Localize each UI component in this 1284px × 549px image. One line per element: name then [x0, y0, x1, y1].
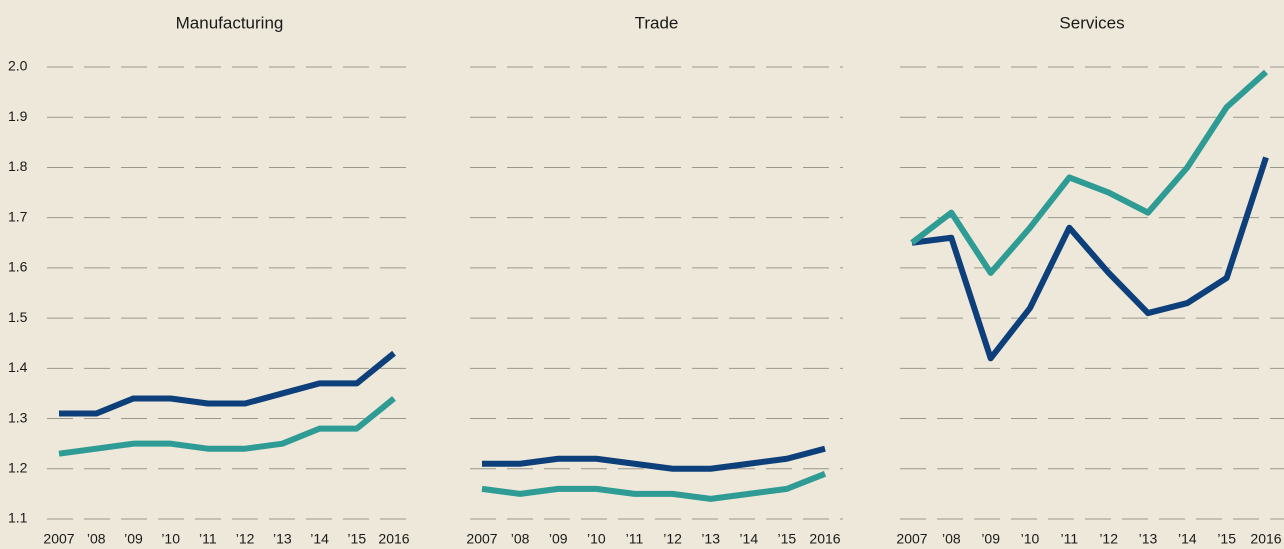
x-tick-label: 2016: [1250, 531, 1281, 547]
line: [910, 69, 1268, 276]
y-tick-label: 1.3: [8, 409, 28, 425]
x-tick-label: ’08: [511, 531, 530, 547]
panel-title: Trade: [635, 13, 679, 32]
x-tick-label: 2016: [378, 531, 409, 547]
panel-title: Manufacturing: [176, 13, 284, 32]
y-tick-label: 1.1: [8, 510, 28, 526]
x-tick-label: ’09: [981, 531, 1000, 547]
x-tick-label: ’11: [1061, 531, 1079, 547]
x-tick-label: ’10: [587, 531, 606, 547]
x-tick-label: ’12: [236, 531, 255, 547]
x-tick-label: ’10: [1021, 531, 1040, 547]
x-tick-label: 2007: [896, 531, 927, 547]
y-tick-label: 1.7: [8, 208, 28, 224]
y-tick-label: 1.4: [8, 359, 28, 375]
y-tick-label: 1.8: [8, 158, 28, 174]
x-tick-label: ’13: [1139, 531, 1158, 547]
x-tick-label: ’11: [626, 531, 644, 547]
x-tick-label: ’15: [347, 531, 366, 547]
y-tick-label: 1.6: [8, 259, 28, 275]
x-tick-label: ’13: [701, 531, 720, 547]
line: [911, 156, 1269, 362]
x-tick-label: ’14: [1178, 531, 1197, 547]
x-tick-label: ’10: [161, 531, 180, 547]
x-tick-label: 2007: [43, 531, 74, 547]
x-tick-label: ’12: [1099, 531, 1118, 547]
x-tick-label: ’11: [199, 531, 217, 547]
x-tick-label: ’09: [549, 531, 568, 547]
y-tick-label: 1.9: [8, 108, 28, 124]
y-tick-label: 2.0: [8, 58, 28, 74]
line: [482, 445, 826, 472]
x-tick-label: 2007: [466, 531, 497, 547]
x-tick-label: ’08: [87, 531, 106, 547]
line: [481, 471, 827, 502]
line: [59, 350, 396, 417]
y-tick-label: 1.5: [8, 309, 28, 325]
x-tick-label: ’08: [942, 531, 961, 547]
x-tick-label: ’14: [310, 531, 329, 547]
x-tick-label: 2016: [809, 531, 840, 547]
x-tick-label: ’12: [663, 531, 682, 547]
x-tick-label: ’14: [739, 531, 758, 547]
y-tick-label: 1.2: [8, 459, 28, 475]
line: [58, 396, 396, 457]
panel-title: Services: [1059, 13, 1124, 32]
x-tick-label: ’15: [1217, 531, 1236, 547]
x-tick-label: ’13: [273, 531, 292, 547]
x-tick-label: ’09: [124, 531, 143, 547]
x-tick-label: ’15: [778, 531, 797, 547]
